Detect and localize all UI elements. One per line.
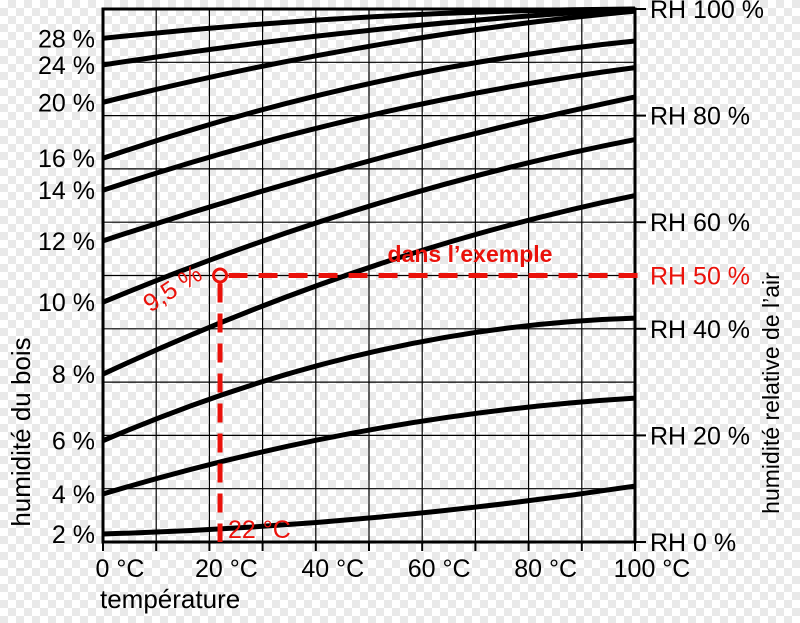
- left-axis-title: humidité du bois: [6, 337, 36, 526]
- wood-moisture-curve-label: 16 %: [38, 145, 95, 173]
- rh-tick-label: RH 40 %: [650, 316, 750, 344]
- rh-tick-label: RH 20 %: [650, 422, 750, 450]
- iso-emc-curve-8: [101, 193, 636, 377]
- rh-tick-label: RH 60 %: [650, 209, 750, 237]
- wood-moisture-curve-label: 20 %: [38, 89, 95, 117]
- wood-moisture-curve-label: 8 %: [52, 361, 95, 389]
- iso-emc-curve-14: [102, 65, 636, 193]
- x-tick-label: 80 °C: [514, 555, 577, 583]
- wood-moisture-curve-label: 4 %: [52, 481, 95, 509]
- iso-emc-curve-16: [102, 38, 636, 161]
- wood-moisture-curve-label: 2 %: [52, 521, 95, 549]
- wood-moisture-curve-label: 6 %: [52, 428, 95, 456]
- x-tick-label: 60 °C: [408, 555, 471, 583]
- wood-moisture-curve-label: 12 %: [38, 228, 95, 256]
- iso-emc-curve-12: [102, 94, 636, 244]
- iso-moisture-curves: [101, 6, 636, 537]
- example-temperature-label: 22 °C: [228, 516, 291, 544]
- iso-emc-curve-10: [102, 137, 636, 305]
- x-tick-label: 100 °C: [614, 555, 691, 583]
- rh-tick-label: RH 80 %: [650, 103, 750, 131]
- example-point-marker: [212, 267, 229, 284]
- iso-emc-curve-6: [102, 315, 636, 444]
- iso-emc-curve-24: [102, 6, 636, 68]
- rh-tick-label: RH 100 %: [650, 0, 764, 24]
- example-note-label: dans l’exemple: [388, 241, 553, 267]
- rh-tick-label: RH 0 %: [650, 529, 736, 557]
- wood-moisture-curve-label: 24 %: [38, 52, 95, 80]
- wood-moisture-curve-label: 14 %: [38, 177, 95, 205]
- x-tick-label: 40 °C: [301, 555, 364, 583]
- iso-emc-curve-28: [102, 6, 636, 41]
- example-wood-moisture-label: 9,5 %: [138, 260, 207, 318]
- iso-emc-curve-20: [102, 8, 636, 105]
- example-rh-label: RH 50 %: [650, 263, 750, 291]
- iso-emc-curve-4: [102, 395, 636, 497]
- iso-emc-curve-2: [102, 483, 636, 537]
- x-tick-label: 0 °C: [96, 555, 145, 583]
- right-axis-title: humidité relative de l’air: [758, 272, 784, 514]
- wood-moisture-curve-label: 28 %: [38, 25, 95, 53]
- axis-labels-layer: 0 °C 20 °C 40 °C 60 °C 80 °C 100 °C RH 100 % RH…: [38, 0, 764, 583]
- x-tick-label: 20 °C: [195, 555, 258, 583]
- x-axis-title: température: [100, 584, 240, 614]
- wood-moisture-curve-label: 10 %: [38, 289, 95, 317]
